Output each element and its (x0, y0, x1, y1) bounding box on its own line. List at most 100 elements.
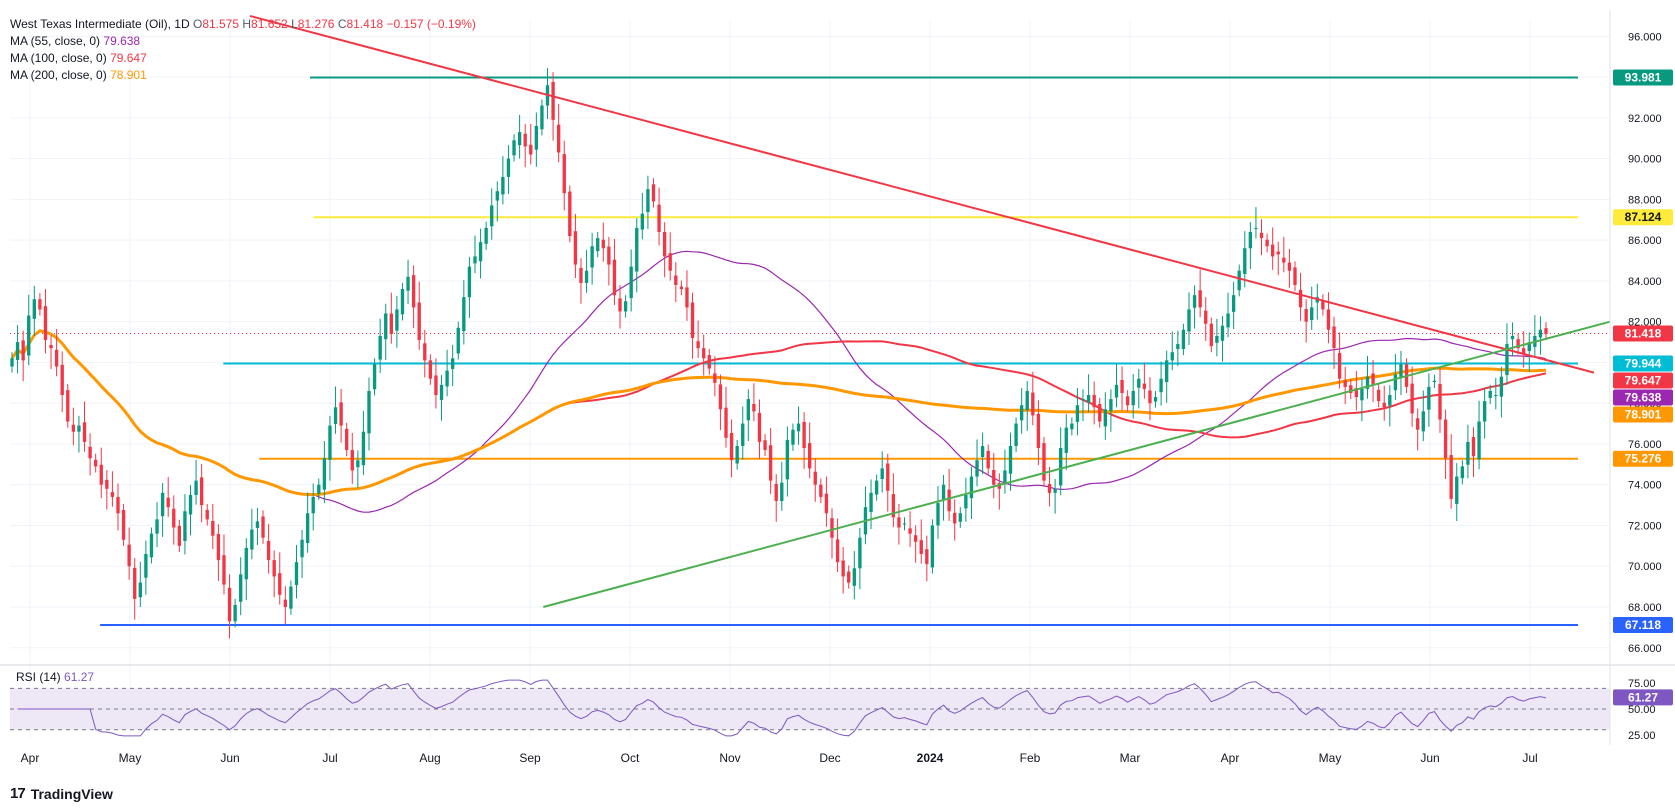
candle-body (406, 276, 410, 291)
candle-body (1421, 411, 1425, 432)
candle-body (975, 460, 979, 477)
trendlines[interactable] (249, 14, 1611, 608)
candle-body (1014, 423, 1018, 446)
candle-body (651, 184, 656, 202)
uptrend-trendline (543, 320, 1611, 608)
candle-body (1215, 335, 1219, 343)
rsi-line (17, 679, 1547, 737)
rsi-legend[interactable]: RSI (14) 61.27 (16, 670, 94, 684)
candle-body (523, 133, 527, 147)
candle-body (724, 407, 728, 438)
candle-body (1371, 373, 1375, 385)
candle-body (506, 158, 511, 177)
tradingview-brand[interactable]: 17 TradingView (10, 785, 113, 802)
legend-ma200[interactable]: MA (200, close, 0) 78.901 (10, 67, 476, 84)
price-tick-label: 72.000 (1628, 520, 1662, 532)
candle-body (841, 560, 845, 577)
candle-body (1349, 385, 1353, 393)
price-tick-label: 76.000 (1628, 439, 1662, 451)
candle-body (1187, 309, 1191, 332)
brand-name: TradingView (30, 785, 113, 802)
candle-body (869, 492, 873, 513)
candle-body (462, 297, 466, 332)
candle-body (71, 424, 76, 432)
candle-body (367, 390, 371, 434)
candle-body (512, 140, 516, 156)
candle-body (1109, 399, 1113, 411)
candle-body (763, 440, 767, 451)
candle-body (411, 275, 416, 308)
candle-body (1053, 488, 1057, 493)
candle-body (305, 513, 310, 544)
candle-body (239, 574, 243, 602)
candle-body (925, 549, 929, 565)
candle-body (1354, 388, 1359, 398)
candle-body (322, 458, 327, 490)
candle-body (874, 480, 879, 495)
candle-body (60, 364, 64, 396)
candle-body (1153, 397, 1158, 402)
rsi-tag-label: 61.27 (1628, 690, 1658, 704)
legend-ma55[interactable]: MA (55, close, 0) 79.638 (10, 33, 476, 50)
tradingview-logo-icon: 17 (10, 785, 26, 802)
candle-body (1293, 267, 1297, 285)
candle-body (1449, 454, 1453, 499)
candle-body (1070, 423, 1074, 430)
price-tag-label: 78.901 (1625, 408, 1662, 422)
candle-body (311, 496, 315, 514)
candle-body (1410, 383, 1414, 414)
candle-body (372, 364, 377, 390)
candle-body (356, 460, 360, 468)
candle-body (690, 302, 695, 338)
time-tick-label: Feb (1020, 751, 1041, 765)
candle-body (1499, 376, 1504, 397)
candle-body (127, 544, 131, 567)
legend-symbol-row[interactable]: West Texas Intermediate (Oil), 1D O81.57… (10, 16, 476, 33)
rsi-pane (10, 679, 1610, 737)
candle-body (1527, 342, 1531, 352)
ma200-label: MA (200, close, 0) (10, 68, 107, 82)
candle-body (897, 517, 901, 528)
candle-body (958, 513, 962, 522)
candle-body (696, 341, 700, 349)
candle-body (685, 287, 689, 308)
candle-body (1192, 295, 1197, 308)
candle-body (428, 360, 433, 379)
candle-body (1270, 244, 1275, 257)
candle-body (1304, 309, 1308, 322)
candle-body (556, 124, 561, 153)
legend-ma100[interactable]: MA (100, close, 0) 79.647 (10, 50, 476, 67)
candle-body (1494, 395, 1498, 397)
candle-body (573, 231, 578, 265)
candle-body (54, 349, 59, 367)
candle-body (534, 125, 539, 150)
candle-body (791, 429, 795, 445)
candle-body (138, 582, 142, 598)
candle-body (473, 256, 477, 264)
price-tag (1613, 389, 1673, 406)
horizontal-levels[interactable] (10, 76, 1610, 626)
candle-body (623, 301, 628, 312)
candle-body (540, 105, 544, 130)
candle-body (27, 315, 31, 356)
candle-body (735, 445, 739, 464)
candle-body (596, 238, 600, 252)
candle-body (339, 402, 343, 426)
candle-body (88, 446, 92, 459)
candle-body (199, 477, 204, 506)
candle-body (824, 493, 829, 514)
candle-body (947, 489, 951, 512)
candle-body (847, 571, 851, 583)
candle-body (1137, 378, 1141, 388)
price-tag-label: 87.124 (1625, 210, 1662, 224)
candle-body (501, 176, 505, 195)
candle-body (668, 253, 672, 271)
candle-body (467, 266, 472, 298)
candle-body (216, 534, 221, 561)
candle-body (964, 494, 968, 509)
candle-body (261, 516, 265, 538)
candle-body (384, 313, 388, 340)
candle-body (300, 539, 304, 558)
price-tag (1613, 372, 1673, 389)
